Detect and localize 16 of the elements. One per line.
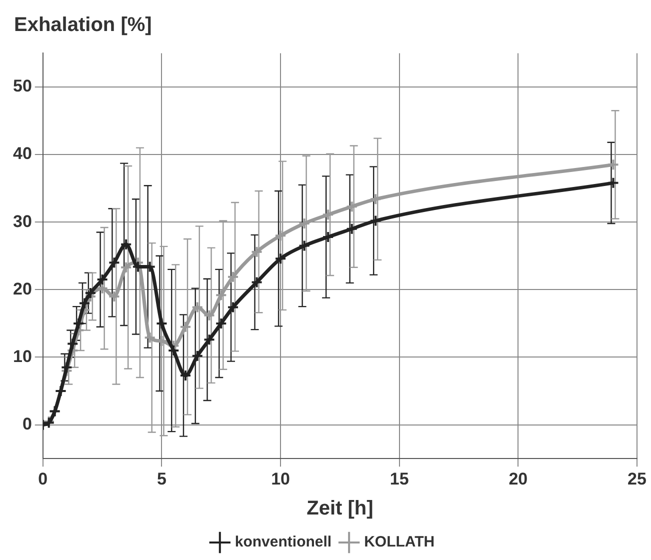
y-tick-label: 50 [12,76,32,96]
y-tick-label: 40 [12,144,32,164]
legend-label: KOLLATH [364,534,435,551]
x-tick-label: 0 [38,469,48,488]
x-tick-label: 15 [390,469,409,488]
y-tick-label: 20 [12,279,32,298]
y-tick-label: 0 [22,414,32,434]
x-tick-label: 5 [156,469,166,488]
y-tick-label: 30 [12,212,32,231]
x-axis-title: Zeit [h] [306,498,374,520]
y-axis-title: Exhalation [%] [14,14,152,37]
x-tick-label: 20 [508,469,528,488]
legend-label: konventionell [234,534,332,551]
x-tick-label: 25 [628,469,646,488]
y-tick-label: 10 [12,346,32,366]
x-tick-label: 10 [271,469,290,488]
